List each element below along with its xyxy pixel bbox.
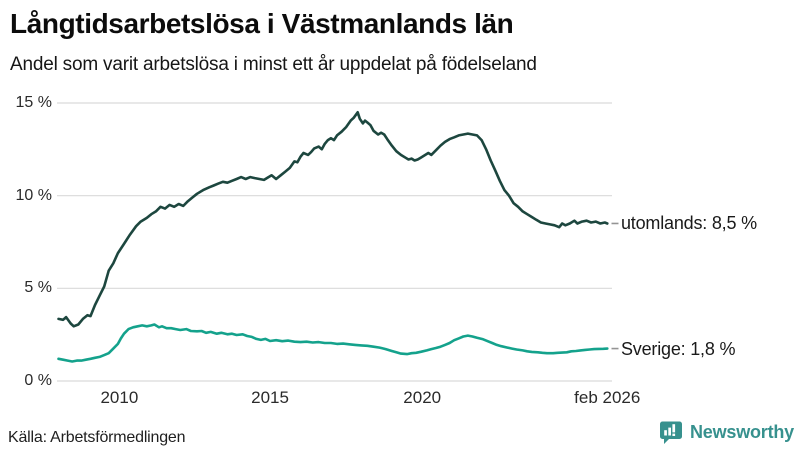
chart-subtitle: Andel som varit arbetslösa i minst ett å… [10, 54, 537, 76]
newsworthy-logo-icon [659, 421, 682, 444]
brand-name: Newsworthy [689, 422, 794, 442]
series-line-Sverige [57, 323, 609, 363]
chart-title: Långtidsarbetslösa i Västmanlands län [10, 8, 514, 39]
chart-header: Långtidsarbetslösa i Västmanlands län An… [10, 0, 790, 76]
series-line-utomlands [57, 111, 609, 328]
newsworthy-brand-link[interactable]: Newsworthy [659, 420, 794, 445]
source-note: Källa: Arbetsförmedlingen [8, 429, 186, 446]
